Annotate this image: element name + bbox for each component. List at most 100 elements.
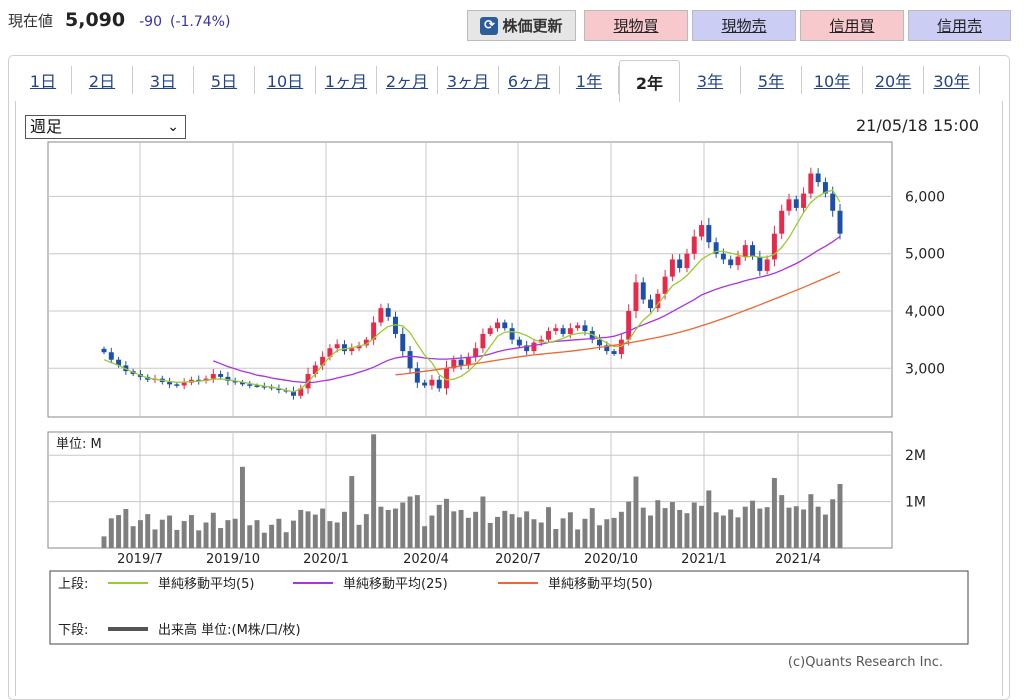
tab-5日[interactable]: 5日 [194, 66, 255, 94]
margin-sell-button[interactable]: 信用売 [908, 10, 1011, 41]
volume-bar [218, 528, 224, 548]
candle-body [546, 331, 551, 340]
volume-bar [801, 509, 807, 548]
x-tick-label: 2019/7 [117, 552, 163, 567]
volume-bar [531, 519, 537, 548]
candle-body [684, 253, 690, 269]
volume-bar [589, 508, 595, 548]
candle-body [771, 233, 777, 260]
interval-select[interactable]: 週足 ⌄ [25, 115, 186, 139]
tab-3日[interactable]: 3日 [133, 66, 194, 94]
candle-body [218, 374, 224, 377]
volume-bar [830, 499, 836, 548]
candle-body [174, 384, 180, 386]
margin-buy-button[interactable]: 信用買 [800, 10, 904, 41]
candle-body [451, 359, 457, 369]
candle-body [502, 322, 508, 329]
volume-bar [108, 518, 114, 548]
volume-bar [633, 476, 639, 548]
candle-body [728, 259, 734, 266]
ma5-line [103, 189, 841, 393]
tab-3年[interactable]: 3年 [680, 66, 741, 94]
candle-body [495, 322, 500, 329]
volume-bar [640, 507, 646, 548]
cash-buy-button[interactable]: 現物買 [584, 10, 688, 41]
volume-bar [130, 526, 136, 548]
tab-5年[interactable]: 5年 [741, 66, 802, 94]
volume-bar [407, 496, 413, 548]
volume-bar [393, 508, 398, 548]
candle-body [108, 352, 114, 360]
candle-body [239, 382, 245, 385]
tab-2日[interactable]: 2日 [72, 66, 133, 94]
x-tick-label: 2020/7 [495, 552, 541, 567]
candle-body [648, 299, 654, 309]
candle-body [677, 259, 683, 269]
legend-lower-label: 下段: [58, 623, 88, 638]
candle-body [837, 210, 843, 234]
tab-1年[interactable]: 1年 [560, 66, 619, 94]
volume-bar [101, 536, 107, 548]
candle-body [312, 365, 318, 375]
tab-6ヶ月[interactable]: 6ヶ月 [499, 66, 560, 94]
volume-bar [232, 518, 238, 548]
tab-3ヶ月[interactable]: 3ヶ月 [438, 66, 499, 94]
volume-bar [735, 517, 741, 548]
candle-body [444, 368, 449, 389]
volume-bar [691, 502, 697, 548]
candle-body [524, 345, 530, 352]
volume-bar [116, 515, 122, 548]
candle-body [196, 379, 202, 382]
candle-body [385, 308, 391, 317]
tab-10日[interactable]: 10日 [255, 66, 316, 94]
x-tick-label: 2019/10 [206, 552, 260, 567]
tab-10年[interactable]: 10年 [802, 66, 863, 94]
candle-body [531, 342, 537, 352]
volume-bar [793, 506, 799, 548]
candle-body [349, 348, 355, 352]
volume-bar [764, 507, 770, 548]
candle-body [422, 382, 428, 386]
volume-bar [779, 495, 785, 548]
volume-bar [341, 511, 347, 548]
candle-body [210, 374, 216, 379]
candle-body [341, 344, 347, 352]
candle-body [320, 356, 326, 366]
volume-bar [742, 506, 748, 548]
candle-body [538, 339, 544, 343]
volume-bar [203, 522, 209, 548]
tab-20年[interactable]: 20年 [863, 66, 924, 94]
volume-bar [167, 515, 173, 548]
candle-body [334, 344, 340, 349]
volume-bar [626, 501, 632, 548]
current-price: 5,090 [65, 9, 126, 31]
tab-2年[interactable]: 2年 [619, 60, 680, 102]
cash-sell-button[interactable]: 現物売 [692, 10, 796, 41]
tab-2ヶ月[interactable]: 2ヶ月 [377, 66, 438, 94]
tab-1日[interactable]: 1日 [15, 66, 72, 94]
volume-bar [560, 518, 566, 548]
volume-bar [728, 509, 734, 548]
volume-bar [538, 522, 544, 548]
volume-bar [465, 517, 471, 548]
volume-bar [458, 509, 464, 548]
ma50-line [395, 271, 841, 376]
volume-bar [188, 515, 194, 548]
volume-bar [378, 506, 384, 548]
legend-volume-label: 出来高 単位:(M株/口/枚) [158, 622, 301, 638]
candle-body [757, 256, 763, 271]
tab-1ヶ月[interactable]: 1ヶ月 [316, 66, 377, 94]
tab-30年[interactable]: 30年 [924, 66, 980, 94]
volume-bar [312, 514, 318, 548]
volume-bar [567, 512, 573, 548]
refresh-price-button[interactable]: ⟳ 株価更新 [467, 10, 576, 41]
volume-bar [123, 509, 129, 548]
price-tick-label: 3,000 [905, 361, 945, 377]
price-change-percent: (-1.74%) [170, 14, 231, 30]
candle-body [691, 236, 697, 254]
candle-body [575, 325, 581, 329]
candle-body [801, 193, 807, 208]
candle-body [735, 256, 741, 266]
refresh-label: 株価更新 [502, 17, 563, 35]
legend-item-label: 単純移動平均(5) [158, 576, 254, 592]
